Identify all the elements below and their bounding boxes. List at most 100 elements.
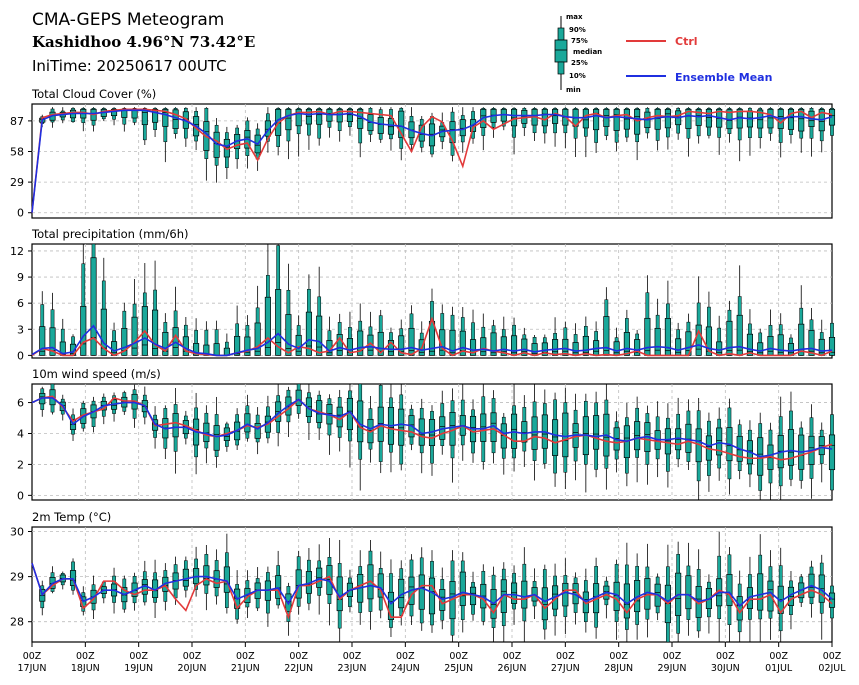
ensemble-box (644, 543, 651, 638)
ensemble-box (552, 392, 559, 487)
ensemble-box (726, 398, 733, 495)
box-iqr (244, 336, 251, 356)
panel-frame (31, 243, 833, 359)
ensemble-box (223, 333, 230, 356)
ensemble-box (541, 107, 548, 144)
ensemble-box (162, 405, 169, 460)
box-iqr (316, 108, 323, 125)
box-iqr (685, 108, 692, 129)
box-iqr (480, 337, 487, 356)
ensemble-box (562, 107, 569, 149)
box-iqr (572, 342, 579, 356)
box-iqr (531, 416, 538, 450)
box-iqr (398, 408, 405, 446)
x-axis: 00Z17JUN00Z18JUN00Z19JUN00Z20JUN00Z21JUN… (18, 642, 846, 674)
ensemble-box (808, 560, 815, 618)
ensemble-box (746, 309, 753, 356)
y-tick-label: 4 (17, 427, 24, 440)
box-iqr (295, 108, 302, 127)
box-iqr (716, 427, 723, 456)
box-iqr (131, 316, 138, 356)
box-iqr (377, 331, 384, 356)
y-tick-label: 58 (10, 146, 24, 159)
box-iqr (552, 419, 559, 456)
ensemble-box (572, 572, 579, 625)
ensemble-box (305, 274, 312, 356)
ensemble-box (675, 107, 682, 140)
x-tick-date: 26JUN (498, 663, 527, 674)
box-iqr (121, 328, 128, 356)
box-iqr (152, 108, 159, 123)
location-label: Kashidhoo 4.96°N 73.42°E (32, 33, 255, 51)
ensemble-box (377, 551, 384, 619)
ensemble-box (480, 107, 487, 151)
ensemble-box (787, 391, 795, 487)
ensemble-box (828, 581, 836, 635)
box-iqr (244, 413, 251, 433)
box-iqr (705, 326, 712, 356)
ensemble-box (182, 107, 189, 147)
ensemble-box (223, 126, 230, 180)
y-tick-label: 2 (17, 458, 24, 471)
ensemble-box (387, 107, 395, 151)
box-iqr (490, 332, 497, 356)
ensemble-box (798, 285, 805, 356)
ensemble-box (500, 107, 507, 131)
ensemble-box (593, 321, 600, 356)
ensemble-box (582, 316, 589, 356)
ensemble-box (100, 107, 107, 122)
ensemble-box (736, 265, 743, 356)
ensemble-box (705, 107, 712, 139)
ensemble-box (90, 396, 97, 433)
x-tick-date: 19JUN (124, 663, 153, 674)
x-tick-date: 20JUN (178, 663, 207, 674)
box-iqr (593, 415, 600, 450)
y-tick-label: 6 (17, 297, 24, 310)
ensemble-box (111, 392, 118, 422)
ctrl-line (31, 562, 833, 620)
ensemble-box (644, 107, 651, 139)
box-iqr (305, 311, 312, 356)
ensemble-box (398, 107, 405, 161)
box-iqr (387, 591, 395, 620)
box-iqr (767, 108, 774, 129)
x-tick-hour: 00Z (716, 651, 735, 662)
ensemble-box (326, 394, 333, 455)
box-iqr (552, 108, 559, 124)
ensemble-box (59, 318, 66, 356)
ensemble-box (193, 318, 200, 356)
box-iqr (664, 108, 671, 129)
ensemble-box (121, 302, 128, 356)
y-tick-label: 28 (10, 616, 24, 629)
ensemble-box (695, 397, 702, 500)
panels-layer: 0 29 58 87 0 3 6 9 12 0 2 4 6 28 29 30 (10, 103, 836, 643)
x-tick-hour: 00Z (823, 651, 842, 662)
ensemble-box (521, 107, 528, 137)
y-tick-label: 6 (17, 397, 24, 410)
ensemble-box (716, 315, 723, 356)
ensemble-box (275, 107, 282, 156)
key-upper-inner-box (557, 27, 565, 41)
ensemble-box (449, 107, 456, 162)
box-iqr (336, 108, 343, 123)
ensemble-box (182, 556, 189, 598)
ensemble-box (377, 384, 384, 474)
ensemble-box (367, 311, 374, 356)
ensemble-box (623, 107, 630, 143)
box-iqr (787, 108, 795, 130)
x-tick-hour: 00Z (289, 651, 308, 662)
key-label-median: median (573, 48, 602, 56)
box-iqr (664, 428, 671, 455)
x-tick-date: 28JUN (604, 663, 633, 674)
box-iqr (500, 336, 507, 356)
box-iqr (336, 334, 343, 356)
ensemble-box (705, 412, 712, 492)
ensemble-box (828, 107, 836, 142)
x-tick-date: 02JUL (818, 663, 846, 674)
chart-title: CMA-GEPS Meteogram (32, 10, 224, 30)
panel-title-temp: 2m Temp (°C) (32, 510, 111, 524)
ensemble-box (428, 405, 436, 476)
ctrl-line (31, 395, 833, 461)
box-iqr (757, 109, 764, 129)
